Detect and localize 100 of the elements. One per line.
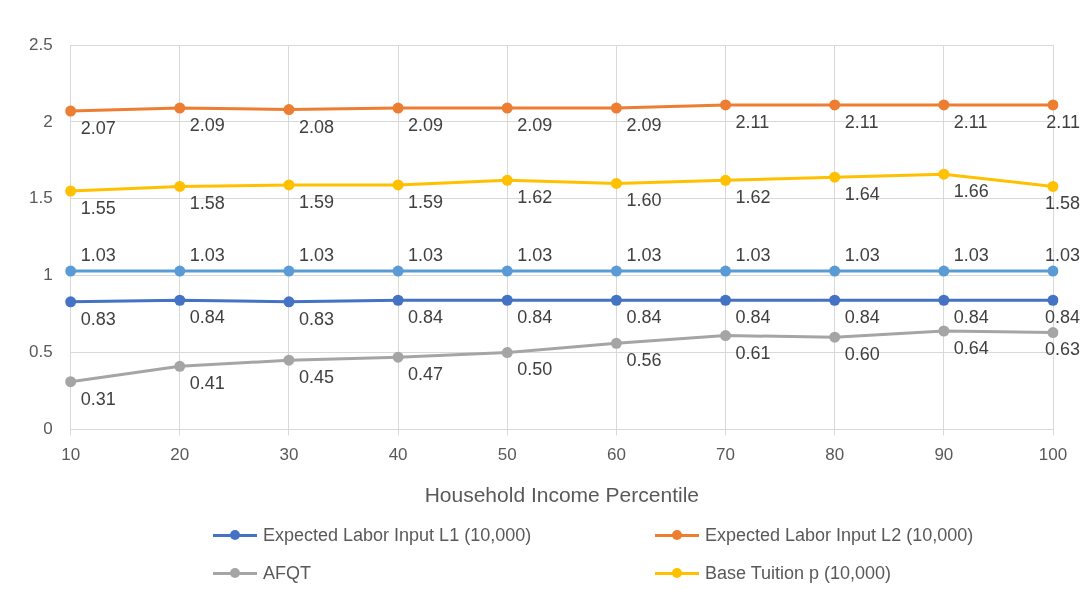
data-label: 2.09 [626,115,662,136]
point [829,294,841,306]
point [610,177,622,189]
x-tick-label: 10 [61,445,81,465]
point [610,294,622,306]
data-label: 2.09 [189,115,225,136]
x-tick-label: 80 [825,445,845,465]
point [65,105,77,117]
point [1047,180,1059,192]
data-label: 0.61 [735,342,771,363]
point [938,294,950,306]
y-tick-label: 2 [43,111,53,131]
data-label: 1.58 [189,193,225,214]
data-label: 1.03 [189,245,225,265]
point [174,360,186,372]
data-label: 1.58 [1044,193,1081,214]
point [174,294,186,306]
point [938,325,950,337]
point [283,104,295,116]
point [610,337,622,349]
data-label: 2.07 [80,118,116,139]
data-label: 0.63 [1044,339,1081,360]
point [65,296,77,308]
data-label: 1.66 [953,181,989,202]
data-label: 1.55 [80,198,116,219]
point [392,102,404,114]
y-tick-label: 0 [43,419,53,439]
point [938,99,950,111]
point [1047,294,1059,306]
point [720,99,732,111]
data-label: 0.84 [408,307,444,328]
data-label: 0.56 [626,350,662,371]
point [720,174,732,186]
x-tick-label: 30 [279,445,299,465]
x-tick-label: 100 [1038,445,1068,465]
point [610,265,622,277]
point [1047,327,1059,339]
data-label: 0.60 [844,344,880,365]
data-label: 1.03 [844,245,880,265]
point [174,102,186,114]
data-label: 0.84 [189,307,225,328]
data-label: 1.03 [735,245,771,265]
data-label: 0.84 [844,307,880,328]
data-label: 1.59 [408,191,444,212]
data-label: 0.31 [80,388,116,409]
point [829,331,841,343]
data-label: 1.59 [298,191,334,212]
point [392,294,404,306]
data-label: 2.09 [517,115,553,136]
data-label: 2.09 [408,115,444,136]
data-label: 1.60 [626,190,662,211]
data-label: 2.11 [953,111,988,132]
point [720,265,732,277]
data-label: 1.03 [1044,245,1081,265]
point [720,330,732,342]
point [392,265,404,277]
x-tick-label: 60 [606,445,626,465]
data-label: 2.11 [1046,111,1081,132]
data-label: 1.03 [626,245,662,265]
data-label: 1.62 [517,187,553,208]
data-label: 0.84 [517,307,553,328]
point [501,347,513,359]
point [392,179,404,191]
point [283,296,295,308]
point [392,351,404,363]
point [501,294,513,306]
data-label: 2.08 [298,116,334,137]
data-label: 1.03 [298,245,334,265]
x-tick-label: 90 [934,445,954,465]
data-label: 1.03 [953,245,989,265]
point [283,179,295,191]
data-label: 2.11 [844,111,879,132]
data-label: 0.84 [953,307,989,328]
point [938,168,950,180]
data-label: 0.84 [1044,307,1081,328]
data-label: 1.03 [80,245,116,265]
data-label: 1.03 [408,245,444,265]
point [501,174,513,186]
y-tick-label: 2.5 [28,34,53,54]
data-label: 0.45 [298,367,334,388]
data-label: 0.84 [735,307,771,328]
x-tick-label: 20 [170,445,190,465]
legend-label: Expected Labor Input L2 (10,000) [705,524,974,546]
point [720,294,732,306]
data-label: 1.03 [517,245,553,265]
point [283,354,295,366]
point [501,102,513,114]
point [829,171,841,183]
point [283,265,295,277]
point [65,265,77,277]
point [1047,99,1059,111]
point [174,265,186,277]
data-label: 0.47 [408,364,444,385]
x-tick-label: 50 [497,445,517,465]
point [174,180,186,192]
point [65,185,77,197]
legend-label: AFQT [263,562,311,584]
point [1047,265,1059,277]
point [610,102,622,114]
data-label: 1.62 [735,187,771,208]
